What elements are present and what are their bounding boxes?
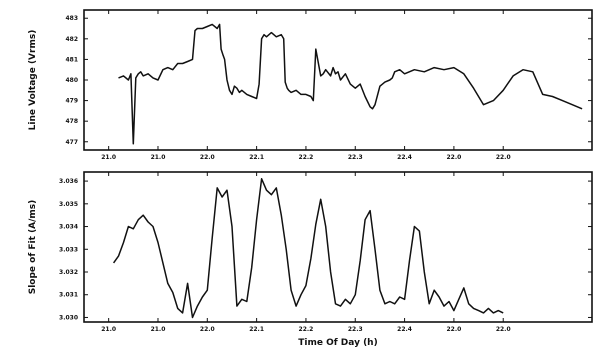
x-tick-label: 22.1 xyxy=(249,326,264,333)
y-tick-label: 3.035 xyxy=(59,201,78,208)
y-tick-label: 481 xyxy=(65,56,78,63)
data-series-line xyxy=(118,23,583,145)
y-tick-label: 477 xyxy=(65,139,78,146)
x-axis-label: Time Of Day (h) xyxy=(298,338,377,348)
y-axis-label: Slope of Fit (A/ms) xyxy=(28,200,38,295)
y-tick-label: 479 xyxy=(65,98,78,105)
x-tick-label: 22.3 xyxy=(348,154,363,161)
plot-frame xyxy=(83,9,593,151)
y-tick-label: 483 xyxy=(65,15,78,22)
y-tick-label: 3.034 xyxy=(59,224,78,231)
y-tick-label: 3.033 xyxy=(59,246,78,253)
x-tick-label: 21.0 xyxy=(101,154,116,161)
x-tick-label: 22.4 xyxy=(397,154,412,161)
y-tick-label: 478 xyxy=(65,118,78,125)
x-tick-label: 22.2 xyxy=(299,154,314,161)
x-tick-label: 22.0 xyxy=(496,326,511,333)
y-tick-label: 482 xyxy=(65,36,78,43)
x-tick-label: 22.0 xyxy=(496,154,511,161)
x-tick-label: 22.0 xyxy=(200,326,215,333)
y-tick-label: 3.031 xyxy=(59,292,78,299)
voltage-panel: 21.0 21.0 22.0 22.1 22.2 22.3 22.4 22.0 22.0 477 4… xyxy=(28,9,593,161)
y-tick-label: 3.032 xyxy=(59,269,78,276)
y-tick-label: 3.030 xyxy=(59,314,78,321)
slope-panel: 21.0 21.0 22.0 22.1 22.2 22.3 22.4 22.0 22.0 3.03… xyxy=(28,171,593,348)
x-tick-label: 22.0 xyxy=(446,326,461,333)
x-tick-label: 22.1 xyxy=(249,154,264,161)
x-tick-label: 21.0 xyxy=(101,326,116,333)
x-tick-label: 22.0 xyxy=(446,154,461,161)
plot-frame xyxy=(83,171,593,323)
data-series-line xyxy=(112,178,504,319)
x-tick-label: 22.0 xyxy=(200,154,215,161)
x-tick-label: 21.0 xyxy=(151,154,166,161)
y-tick-label: 3.036 xyxy=(59,178,78,185)
x-tick-label: 22.2 xyxy=(299,326,314,333)
x-tick-label: 22.4 xyxy=(397,326,412,333)
y-tick-label: 480 xyxy=(65,77,78,84)
x-tick-label: 21.0 xyxy=(151,326,166,333)
x-tick-label: 22.3 xyxy=(348,326,363,333)
y-axis-label: Line Voltage (Vrms) xyxy=(28,30,38,131)
